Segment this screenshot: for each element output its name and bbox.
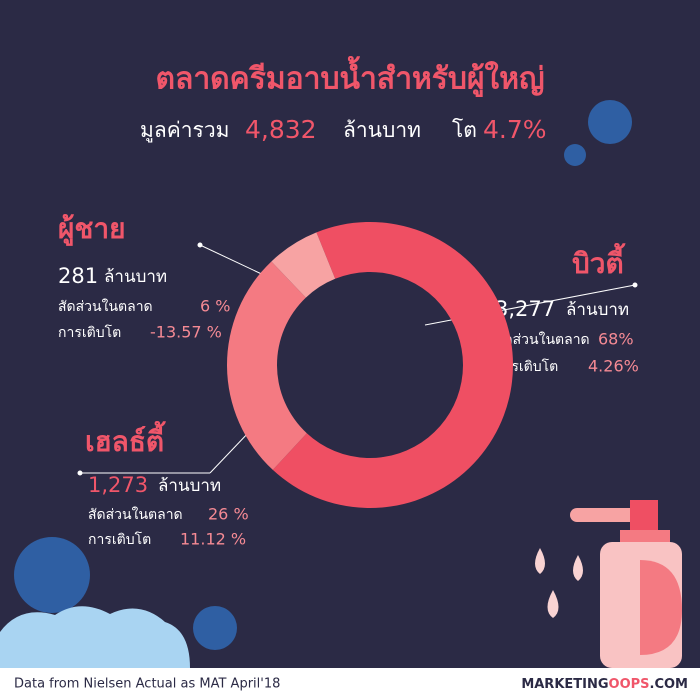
donut-segment (272, 221, 513, 508)
share-value: 6 % (200, 297, 230, 316)
segment-name: บิวตี้ (572, 242, 626, 280)
sales: 3,277 (495, 297, 555, 321)
foam (0, 606, 190, 668)
sales-unit: ล้านบาท (566, 300, 629, 320)
summary-total: 4,832 (245, 115, 317, 144)
summary-growth-label: โต (452, 118, 477, 142)
growth-value: 11.12 % (180, 530, 246, 549)
brand-part: OOPS (609, 677, 650, 692)
sales-unit: ล้านบาท (104, 267, 167, 287)
brand: MARKETINGOOPS.COM (521, 677, 688, 692)
donut (226, 221, 513, 508)
summary-unit: ล้านบาท (343, 118, 421, 142)
sales: 1,273 (88, 473, 148, 497)
share-label: สัดส่วนในตลาด (88, 506, 183, 523)
title: ตลาดครีมอาบน้ำสำหรับผู้ใหญ่ (155, 56, 544, 98)
donut-segment (271, 232, 336, 298)
bubble (14, 537, 90, 613)
bubble (193, 606, 237, 650)
source: Data from Nielsen Actual as MAT April'18 (14, 677, 280, 692)
growth-label: การเติบโต (58, 324, 121, 341)
brand-part: .COM (650, 677, 688, 692)
segment-name: ผู้ชาย (58, 212, 126, 246)
footer (0, 668, 700, 700)
summary-label: มูลค่ารวม (140, 118, 229, 143)
donut-segment (226, 261, 307, 470)
pump-bottle (535, 500, 682, 668)
share-value: 68% (598, 330, 634, 349)
sales-unit: ล้านบาท (158, 476, 221, 496)
share-value: 26 % (208, 505, 249, 524)
growth-value: 4.26% (588, 357, 639, 376)
segment-name: เฮลธ์ตี้ (85, 420, 166, 458)
growth-label: การเติบโต (88, 531, 151, 548)
sales: 281 (58, 264, 98, 288)
bubble (588, 100, 632, 144)
brand-part: MARKETING (521, 677, 608, 692)
share-label: สัดส่วนในตลาด (495, 331, 590, 348)
bubble (564, 144, 586, 166)
summary-growth: 4.7% (483, 115, 547, 144)
growth-value: -13.57 % (150, 323, 222, 342)
share-label: สัดส่วนในตลาด (58, 298, 153, 315)
